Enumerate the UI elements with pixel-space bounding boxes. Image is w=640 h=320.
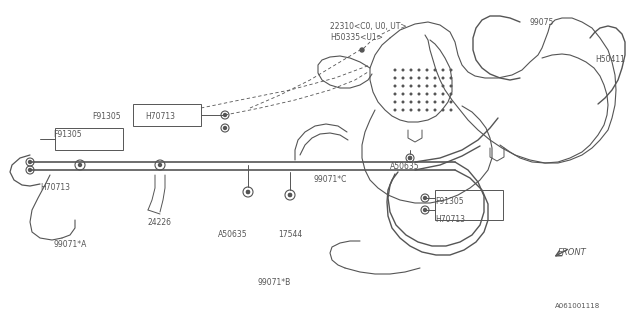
Circle shape (246, 190, 250, 194)
Circle shape (418, 93, 420, 95)
Circle shape (426, 101, 428, 103)
Text: F91305: F91305 (435, 197, 463, 206)
Circle shape (442, 85, 444, 87)
Bar (55, 128, 123, 150)
Text: 22310<C0, U0, UT>: 22310<C0, U0, UT> (330, 22, 406, 31)
Circle shape (450, 77, 452, 79)
Circle shape (408, 156, 412, 159)
Circle shape (408, 156, 412, 159)
Text: 17544: 17544 (278, 230, 302, 239)
Circle shape (434, 69, 436, 71)
Circle shape (402, 85, 404, 87)
Circle shape (426, 85, 428, 87)
Circle shape (424, 209, 426, 212)
Circle shape (450, 101, 452, 103)
Circle shape (402, 101, 404, 103)
Circle shape (79, 164, 81, 166)
Circle shape (418, 85, 420, 87)
Text: A50635: A50635 (390, 162, 420, 171)
Circle shape (394, 93, 396, 95)
Circle shape (442, 109, 444, 111)
Circle shape (402, 77, 404, 79)
Circle shape (402, 93, 404, 95)
Text: H50335<U1>: H50335<U1> (330, 33, 383, 42)
Text: 24226: 24226 (148, 218, 172, 227)
Circle shape (223, 114, 227, 116)
Circle shape (410, 85, 412, 87)
Circle shape (434, 85, 436, 87)
Circle shape (442, 69, 444, 71)
Circle shape (418, 77, 420, 79)
Circle shape (450, 109, 452, 111)
Circle shape (394, 109, 396, 111)
Text: 99075: 99075 (530, 18, 554, 27)
Text: 99071*A: 99071*A (53, 240, 86, 249)
Circle shape (434, 109, 436, 111)
Text: FRONT: FRONT (558, 248, 587, 257)
Circle shape (289, 194, 291, 196)
Text: F91305: F91305 (53, 130, 82, 139)
Circle shape (418, 101, 420, 103)
Circle shape (442, 101, 444, 103)
Text: H70713: H70713 (40, 183, 70, 192)
Text: F91305: F91305 (92, 112, 120, 121)
Circle shape (29, 169, 31, 172)
Circle shape (426, 77, 428, 79)
Circle shape (159, 164, 161, 166)
Circle shape (410, 77, 412, 79)
Text: A061001118: A061001118 (555, 303, 600, 309)
Bar (133, 104, 201, 126)
Circle shape (410, 93, 412, 95)
Circle shape (450, 69, 452, 71)
Text: 99071*C: 99071*C (313, 175, 346, 184)
Circle shape (450, 93, 452, 95)
Circle shape (434, 77, 436, 79)
Text: H50411: H50411 (595, 55, 625, 64)
Circle shape (434, 101, 436, 103)
Circle shape (410, 109, 412, 111)
Circle shape (394, 101, 396, 103)
Circle shape (442, 77, 444, 79)
Circle shape (29, 161, 31, 164)
Circle shape (289, 194, 291, 196)
Circle shape (394, 69, 396, 71)
Bar (435, 190, 503, 220)
Circle shape (450, 85, 452, 87)
Circle shape (410, 69, 412, 71)
Circle shape (424, 196, 426, 199)
Circle shape (394, 77, 396, 79)
Circle shape (434, 93, 436, 95)
Circle shape (426, 69, 428, 71)
Circle shape (410, 101, 412, 103)
Circle shape (360, 48, 364, 52)
Text: A50635: A50635 (218, 230, 248, 239)
Text: H70713: H70713 (435, 215, 465, 224)
Circle shape (223, 126, 227, 130)
Circle shape (394, 85, 396, 87)
Text: 99071*B: 99071*B (258, 278, 291, 287)
Circle shape (426, 93, 428, 95)
Circle shape (402, 69, 404, 71)
Circle shape (426, 109, 428, 111)
Circle shape (442, 93, 444, 95)
Circle shape (418, 109, 420, 111)
Circle shape (402, 109, 404, 111)
Circle shape (418, 69, 420, 71)
Text: H70713: H70713 (145, 112, 175, 121)
Circle shape (246, 190, 250, 194)
